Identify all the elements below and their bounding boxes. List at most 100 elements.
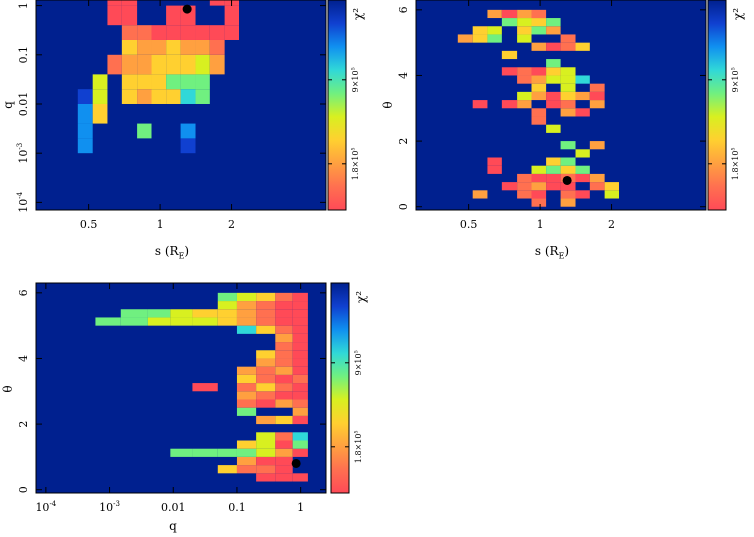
heatmap-cell (517, 190, 532, 199)
heatmap-cell (517, 173, 532, 183)
y-axis-label: θ (1, 385, 15, 392)
heatmap-cell (275, 358, 293, 367)
heatmap-cell (292, 325, 308, 334)
heatmap-cell (292, 292, 308, 302)
heatmap-cell (121, 25, 138, 40)
x-tick-label: 0.5 (460, 218, 478, 231)
heatmap-cell (256, 366, 276, 375)
y-tick-label: 0.01 (17, 92, 30, 117)
heatmap-cell (275, 456, 293, 466)
heatmap-cell (77, 138, 93, 154)
panel-s-q: 0.5 1 2 1 0.1 0.01 10-3 10-4 s (RE) q 1.8×105 9×105… (1, 0, 365, 261)
heatmap-cell (472, 34, 488, 43)
heatmap-cell (256, 432, 276, 441)
panel-q-theta: 10-4 10-3 0.01 0.1 1 0 2 4 6 q θ 1.8×105 9×105 χ² (1, 282, 368, 533)
heatmap-cell (236, 374, 257, 384)
heatmap-cell (121, 5, 138, 26)
heatmap-cell (560, 91, 576, 101)
heatmap-cell (546, 26, 561, 35)
heatmap-cell (256, 292, 276, 302)
colorbar-gradient (707, 0, 727, 211)
heatmap-cell (560, 83, 576, 92)
heatmap-cell (224, 25, 240, 40)
heatmap-cell (292, 309, 308, 318)
heatmap-cell (209, 54, 225, 75)
heatmap-cell (92, 103, 108, 124)
heatmap-cell (256, 391, 276, 400)
heatmap-cell (121, 54, 138, 75)
heatmap-cell (180, 89, 196, 104)
x-tick-label: 1 (297, 501, 304, 514)
heatmap-cell (236, 301, 257, 310)
heatmap-cell (151, 89, 167, 104)
heatmap-cell (170, 317, 193, 326)
best-fit-marker (182, 4, 192, 14)
heatmap-cell (531, 190, 547, 199)
heatmap-cell (195, 74, 210, 90)
colorbar-label: χ² (351, 8, 365, 20)
heatmap-cell (192, 317, 218, 326)
heatmap-cell (256, 448, 276, 457)
heatmap-cell (292, 366, 308, 375)
heatmap-cell (487, 34, 502, 43)
heatmap-cell (236, 391, 257, 400)
colorbar-gradient (327, 0, 347, 211)
heatmap-cell (195, 89, 210, 104)
heatmap-cell (575, 149, 590, 158)
heatmap-cell (275, 448, 293, 457)
heatmap-cell (292, 358, 308, 367)
heatmap-cell (275, 317, 293, 326)
heatmap-cell (531, 198, 547, 207)
heatmap-cell (546, 18, 561, 27)
heatmap-cell (236, 325, 257, 334)
heatmap-cell (275, 465, 293, 474)
heatmap-cell (292, 333, 308, 343)
heatmap-cell (275, 350, 293, 359)
heatmap-cell (501, 67, 518, 76)
best-fit-marker (291, 458, 301, 468)
heatmap-cell (275, 333, 293, 343)
heatmap-cell (151, 74, 167, 90)
heatmap-cell (256, 465, 276, 474)
heatmap-cell (531, 9, 547, 19)
heatmap-cell (472, 26, 488, 35)
heatmap-cell (77, 103, 93, 124)
heatmap-cell (292, 374, 308, 384)
heatmap-cell (292, 399, 308, 408)
plot-frame (35, 0, 327, 211)
heatmap-cells (457, 9, 620, 207)
heatmap-cell (531, 26, 547, 35)
heatmap-cell (236, 407, 257, 416)
colorbar-tick-label: 1.8×105 (350, 147, 360, 180)
heatmap-cell (236, 440, 257, 449)
y-tick-label: 4 (17, 355, 30, 362)
heatmap-cell (275, 383, 293, 392)
heatmap-cell (147, 309, 171, 318)
heatmap-cell (546, 157, 561, 166)
heatmap-cell (560, 75, 576, 84)
heatmap-cell (292, 350, 308, 359)
heatmap-cell (275, 399, 293, 408)
heatmap-cell (256, 456, 276, 466)
heatmap-cell (575, 190, 590, 199)
heatmap-cell (275, 342, 293, 351)
heatmap-cell (217, 309, 237, 318)
colorbar: 1.8×105 9×105 χ² (327, 0, 365, 211)
heatmap-cell (501, 100, 518, 109)
heatmap-cell (487, 157, 502, 166)
heatmap-cell (77, 89, 93, 104)
heatmap-cell (546, 100, 561, 109)
y-tick-label: 0 (17, 486, 30, 493)
heatmap-cell (209, 0, 225, 6)
heatmap-cell (256, 325, 276, 334)
plot-frame (35, 282, 327, 494)
colorbar-label: χ² (354, 291, 368, 303)
heatmap-cell (166, 89, 181, 104)
heatmap-cell (531, 116, 547, 125)
heatmap-cell (275, 374, 293, 384)
y-axis-label: θ (381, 101, 395, 108)
y-tick-label: 6 (397, 6, 410, 13)
heatmap-cell (501, 182, 518, 191)
y-tick-label: 0 (397, 203, 410, 210)
